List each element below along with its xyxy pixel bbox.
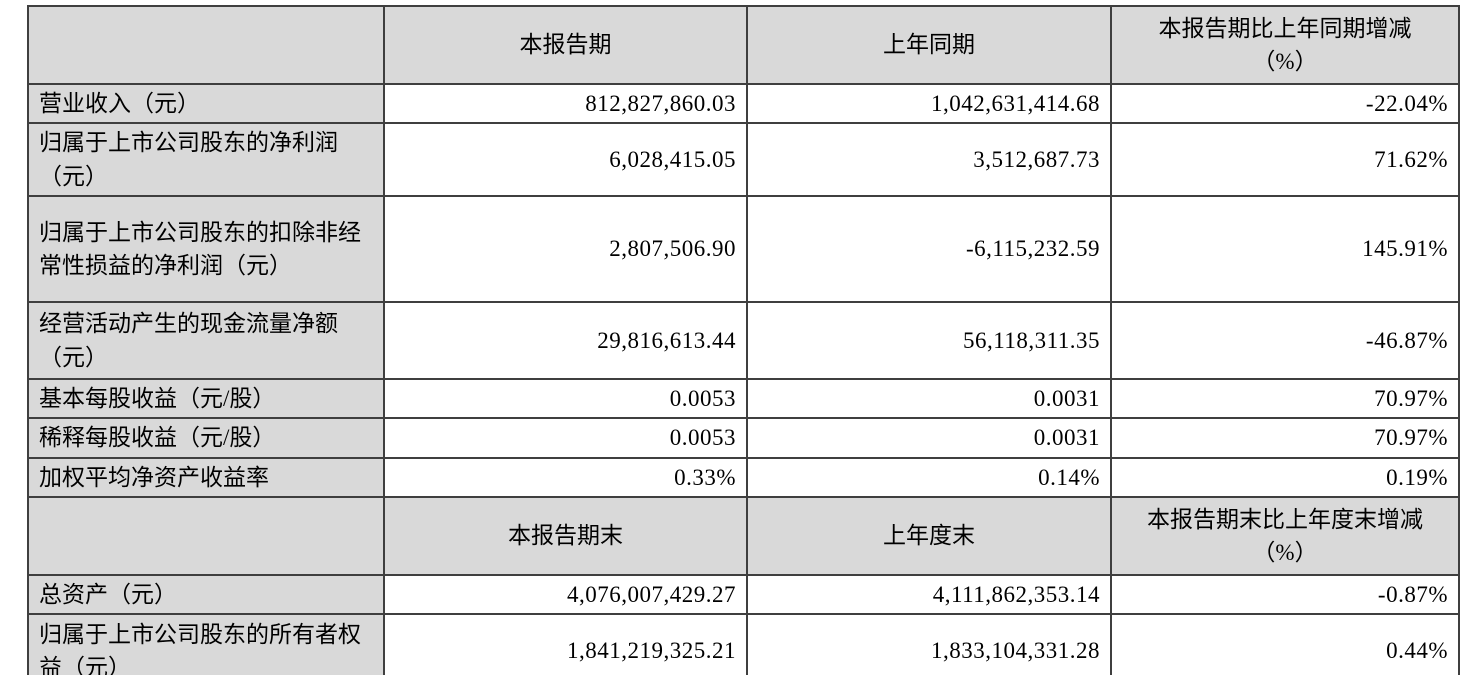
current-value: 1,841,219,325.21 — [383, 613, 748, 675]
period-header-row: 本报告期 上年同期 本报告期比上年同期增减 （%） — [27, 5, 1460, 85]
row-label: 经营活动产生的现金流量净额（元） — [27, 301, 385, 381]
prior-value: 0.0031 — [746, 417, 1112, 459]
row-label: 稀释每股收益（元/股） — [27, 417, 385, 459]
table-row-owners-equity: 归属于上市公司股东的所有者权益（元） 1,841,219,325.21 1,83… — [27, 613, 1460, 675]
prior-value: 4,111,862,353.14 — [746, 574, 1112, 616]
row-label: 基本每股收益（元/股） — [27, 378, 385, 420]
change-value: -46.87% — [1110, 301, 1460, 381]
table-row-basic-eps: 基本每股收益（元/股） 0.0053 0.0031 70.97% — [27, 378, 1460, 420]
change-value: 0.44% — [1110, 613, 1460, 675]
change-value: -0.87% — [1110, 574, 1460, 616]
row-label: 总资产（元） — [27, 574, 385, 616]
table-row-deducted-net-profit: 归属于上市公司股东的扣除非经常性损益的净利润（元） 2,807,506.90 -… — [27, 195, 1460, 304]
current-period-header: 本报告期 — [383, 5, 748, 85]
prior-value: -6,115,232.59 — [746, 195, 1112, 304]
prior-year-end-header: 上年度末 — [746, 496, 1112, 577]
row-label: 归属于上市公司股东的扣除非经常性损益的净利润（元） — [27, 195, 385, 304]
change-value: 70.97% — [1110, 417, 1460, 459]
change-value: 70.97% — [1110, 378, 1460, 420]
change-value: 71.62% — [1110, 122, 1460, 198]
table-row-total-assets: 总资产（元） 4,076,007,429.27 4,111,862,353.14… — [27, 574, 1460, 616]
current-value: 6,028,415.05 — [383, 122, 748, 198]
prior-period-header: 上年同期 — [746, 5, 1112, 85]
period-end-change-header-line2: （%） — [1252, 540, 1318, 566]
period-end-change-header-line1: 本报告期末比上年度末增减 — [1147, 506, 1423, 532]
current-value: 0.0053 — [383, 378, 748, 420]
current-period-end-header: 本报告期末 — [383, 496, 748, 577]
current-value: 29,816,613.44 — [383, 301, 748, 381]
row-label: 营业收入（元） — [27, 82, 385, 125]
current-value: 0.0053 — [383, 417, 748, 459]
change-value: 145.91% — [1110, 195, 1460, 304]
change-value: -22.04% — [1110, 82, 1460, 125]
current-value: 4,076,007,429.27 — [383, 574, 748, 616]
prior-value: 0.0031 — [746, 378, 1112, 420]
prior-value: 3,512,687.73 — [746, 122, 1112, 198]
table-row-net-profit: 归属于上市公司股东的净利润（元） 6,028,415.05 3,512,687.… — [27, 122, 1460, 198]
table-row-operating-cash-flow: 经营活动产生的现金流量净额（元） 29,816,613.44 56,118,31… — [27, 301, 1460, 381]
prior-value: 56,118,311.35 — [746, 301, 1112, 381]
table-row-revenue: 营业收入（元） 812,827,860.03 1,042,631,414.68 … — [27, 82, 1460, 125]
current-value: 812,827,860.03 — [383, 82, 748, 125]
corner-cell — [27, 5, 385, 85]
corner-cell — [27, 496, 385, 577]
current-value: 0.33% — [383, 456, 748, 499]
key-financials-table: 本报告期 上年同期 本报告期比上年同期增减 （%） 营业收入（元） 812,82… — [27, 5, 1460, 675]
change-value: 0.19% — [1110, 456, 1460, 499]
table-row-weighted-roe: 加权平均净资产收益率 0.33% 0.14% 0.19% — [27, 456, 1460, 499]
period-end-header-row: 本报告期末 上年度末 本报告期末比上年度末增减 （%） — [27, 496, 1460, 577]
row-label: 归属于上市公司股东的所有者权益（元） — [27, 613, 385, 675]
row-label: 加权平均净资产收益率 — [27, 456, 385, 499]
row-label: 归属于上市公司股东的净利润（元） — [27, 122, 385, 198]
table-row-diluted-eps: 稀释每股收益（元/股） 0.0053 0.0031 70.97% — [27, 417, 1460, 459]
current-value: 2,807,506.90 — [383, 195, 748, 304]
prior-value: 0.14% — [746, 456, 1112, 499]
period-change-header-line1: 本报告期比上年同期增减 — [1158, 15, 1412, 41]
prior-value: 1,042,631,414.68 — [746, 82, 1112, 125]
prior-value: 1,833,104,331.28 — [746, 613, 1112, 675]
period-change-header: 本报告期比上年同期增减 （%） — [1110, 5, 1460, 85]
period-change-header-line2: （%） — [1252, 49, 1318, 74]
period-end-change-header: 本报告期末比上年度末增减 （%） — [1110, 496, 1460, 577]
